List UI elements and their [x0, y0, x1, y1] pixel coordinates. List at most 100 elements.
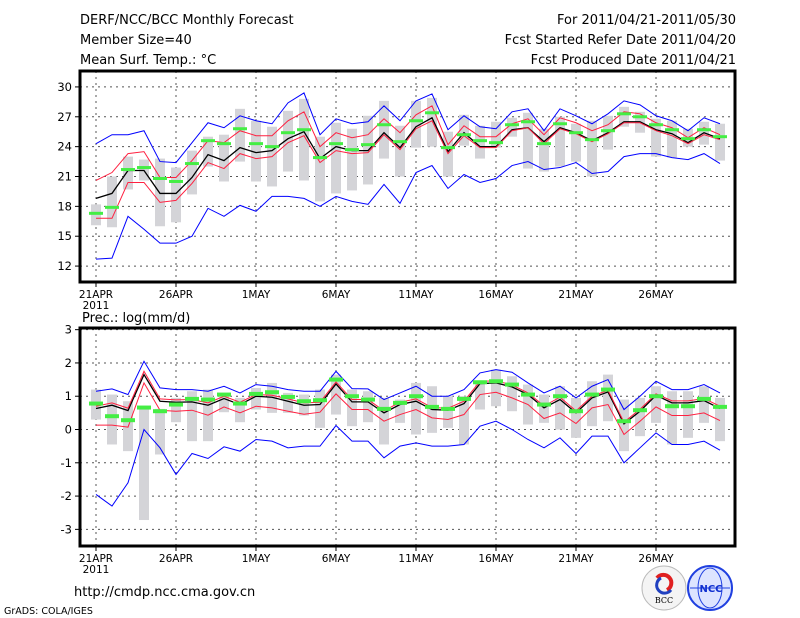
- temp-observed-mark: [441, 146, 455, 150]
- variable-label: Mean Surf. Temp.: °C: [80, 53, 216, 68]
- precip-observed-mark: [697, 396, 711, 401]
- x-tick-label: 21APR: [79, 289, 113, 301]
- x-tick-label: 11MAY: [398, 553, 434, 565]
- temp-observed-mark: [297, 128, 311, 132]
- precip-range-box: [683, 391, 693, 438]
- temp-observed-mark: [265, 145, 279, 149]
- temp-observed-mark: [665, 128, 679, 132]
- y-tick-label: 30: [57, 80, 72, 94]
- temp-upper-spread-line: [95, 105, 721, 181]
- temp-observed-mark: [697, 128, 711, 132]
- precip-range-box: [667, 391, 677, 445]
- precip-range-box: [251, 387, 261, 410]
- temp-range-box: [347, 128, 357, 191]
- grads-credit: GrADS: COLA/IGES: [4, 606, 93, 617]
- precip-range-box: [699, 386, 709, 423]
- precip-range-box: [555, 386, 565, 430]
- precip-observed-mark: [89, 401, 103, 406]
- precip-minimum-line: [95, 420, 721, 507]
- y-tick-label: 21: [57, 170, 72, 184]
- precip-range-box: [587, 381, 597, 427]
- x-tick-label: 6MAY: [322, 553, 351, 565]
- x-year-label: 2011: [83, 300, 110, 312]
- temp-observed-mark: [201, 139, 215, 143]
- temp-observed-mark: [121, 168, 135, 172]
- temp-range-box: [235, 108, 245, 162]
- temp-observed-mark: [601, 129, 615, 133]
- temp-range-box: [299, 98, 309, 181]
- precip-range-box: [507, 376, 517, 412]
- precip-range-box: [411, 382, 421, 435]
- precip-observed-mark: [361, 397, 375, 402]
- temp-observed-mark: [345, 148, 359, 152]
- temp-range-box: [123, 156, 133, 190]
- figure-title: DERF/NCC/BCC Monthly Forecast: [80, 13, 294, 28]
- temp-observed-mark: [329, 142, 343, 146]
- temp-observed-mark: [361, 143, 375, 147]
- precip-observed-mark: [377, 406, 391, 411]
- forecast-period: For 2011/04/21-2011/05/30: [557, 13, 736, 28]
- precip-observed-mark: [441, 406, 455, 411]
- temp-range-box: [171, 167, 181, 223]
- precip-range-box: [219, 394, 229, 413]
- temp-observed-mark: [185, 162, 199, 166]
- y-tick-label: 12: [57, 259, 72, 273]
- bcc-logo: BCC: [641, 565, 687, 611]
- temp-observed-mark: [585, 138, 599, 142]
- temp-range-box: [491, 121, 501, 148]
- temp-observed-mark: [89, 211, 103, 215]
- temp-plot-frame: [78, 69, 737, 284]
- precip-observed-mark: [601, 387, 615, 392]
- temp-range-box: [667, 120, 677, 158]
- precip-observed-mark: [201, 397, 215, 402]
- precip-observed-mark: [121, 418, 135, 423]
- precip-observed-mark: [649, 394, 663, 399]
- precip-range-box: [315, 389, 325, 428]
- y-tick-label: 1: [65, 389, 72, 403]
- y-tick-label: 24: [57, 140, 72, 154]
- x-tick-label: 26MAY: [638, 553, 674, 565]
- temp-lower-spread-line: [96, 120, 721, 219]
- precip-range-box: [395, 399, 405, 423]
- precip-observed-mark: [393, 400, 407, 405]
- x-tick-label: 21MAY: [558, 289, 594, 301]
- precip-observed-mark: [617, 419, 631, 424]
- x-tick-label: 6MAY: [322, 289, 351, 301]
- precip-range-box: [651, 386, 661, 423]
- precip-observed-mark: [233, 401, 247, 406]
- x-tick-label: 1MAY: [242, 553, 271, 565]
- temp-range-box: [331, 122, 341, 194]
- temp-range-box: [251, 120, 261, 182]
- precip-maximum-line: [95, 360, 721, 411]
- y-tick-label: -2: [61, 489, 72, 503]
- precip-observed-mark: [137, 405, 151, 410]
- y-tick-label: -3: [61, 522, 72, 536]
- y-tick-label: 0: [65, 423, 72, 437]
- temp-observed-mark: [521, 120, 535, 124]
- precip-observed-mark: [297, 399, 311, 404]
- temp-range-box: [459, 114, 469, 146]
- y-tick-label: 15: [57, 229, 72, 243]
- y-tick-label: 18: [57, 199, 72, 213]
- precip-observed-mark: [185, 396, 199, 401]
- precip-observed-mark: [345, 394, 359, 399]
- temp-observed-mark: [489, 141, 503, 145]
- precipitation-panel: -3 -2 -1 0 1 2 3 21APR 26APR 1MAY 6MAY 11MAY 16MAY 21…: [61, 323, 737, 576]
- temp-range-box: [555, 116, 565, 167]
- y-tick-label: -1: [61, 456, 72, 470]
- temp-range-box: [523, 112, 533, 169]
- temp-observed-mark: [377, 123, 391, 127]
- temp-range-box: [571, 123, 581, 162]
- temp-range-box: [619, 106, 629, 127]
- precip-observed-mark: [521, 392, 535, 397]
- temp-observed-mark: [105, 205, 119, 209]
- precip-upper-spread-line: [95, 370, 721, 423]
- website-url[interactable]: http://cmdp.ncc.cma.gov.cn: [74, 585, 255, 600]
- precip-observed-mark: [537, 402, 551, 407]
- temp-observed-mark: [313, 156, 327, 160]
- precip-observed-mark: [313, 398, 327, 403]
- temp-range-box: [411, 100, 421, 148]
- precip-ensemble-mean-line: [95, 373, 721, 425]
- precip-observed-mark: [665, 404, 679, 409]
